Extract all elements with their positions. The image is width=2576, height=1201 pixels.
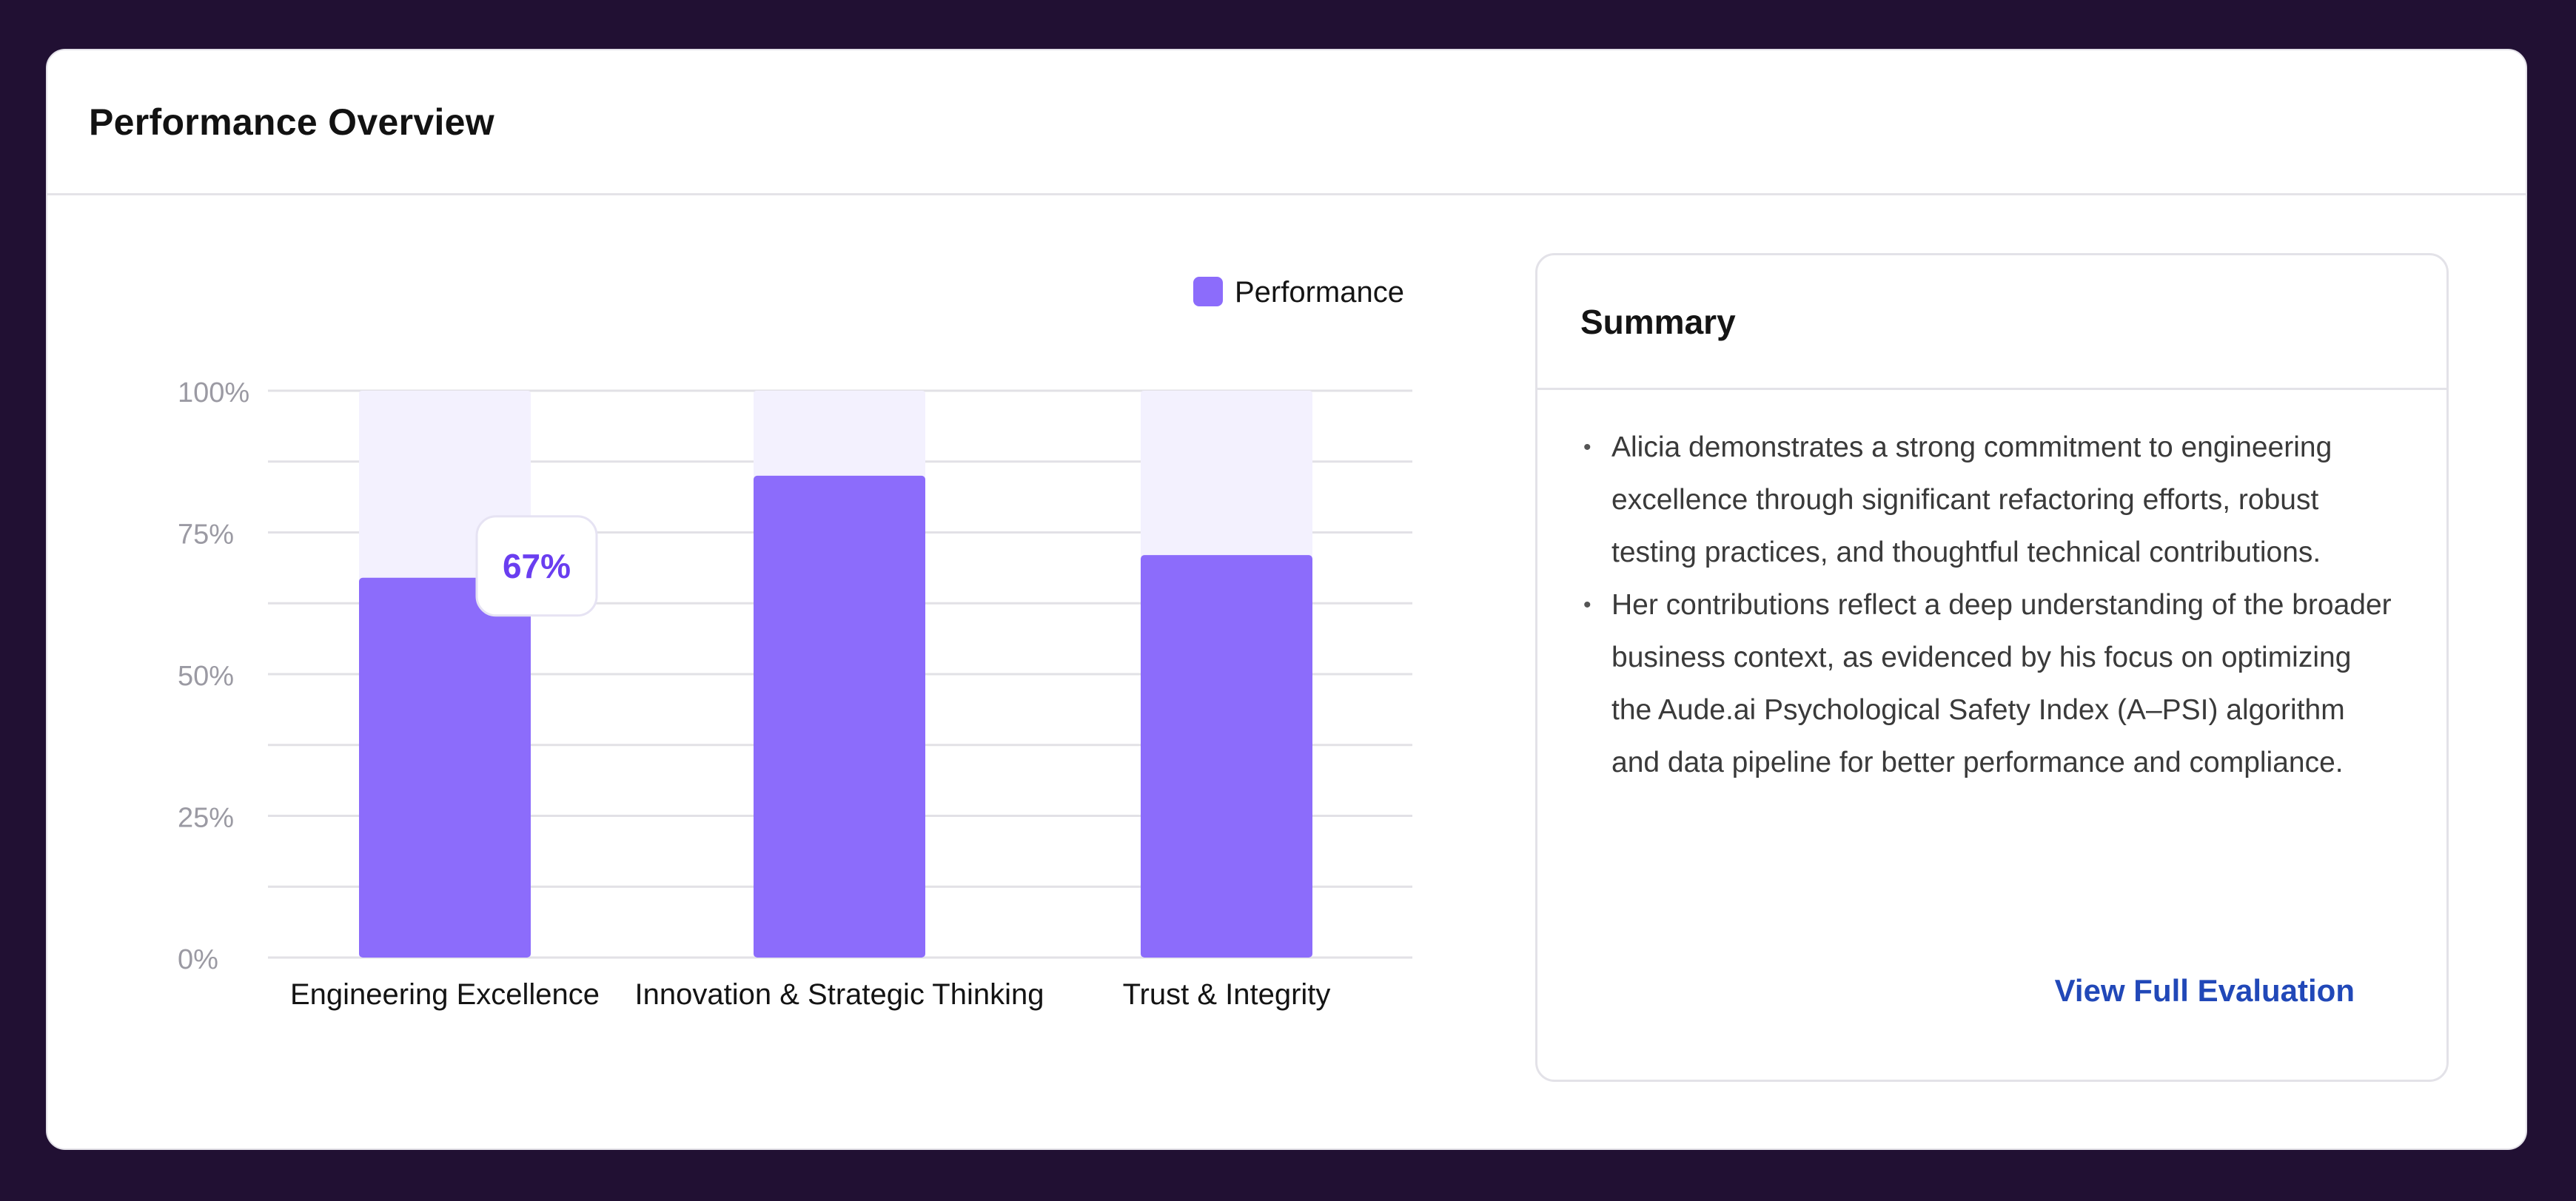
summary-title: Summary (1580, 302, 1736, 341)
summary-item: • Alicia demonstrates a strong commitmen… (1580, 421, 2395, 579)
x-tick-label: Innovation & Strategic Thinking (635, 978, 1044, 1011)
x-tick-label: Trust & Integrity (1123, 978, 1331, 1011)
tooltip-value: 67% (503, 547, 571, 585)
x-tick-label: Engineering Excellence (290, 978, 600, 1011)
bar[interactable] (754, 475, 925, 958)
summary-list: • Alicia demonstrates a strong commitmen… (1537, 390, 2446, 789)
bullet-icon: • (1583, 435, 1591, 460)
y-tick-label: 100% (178, 377, 249, 408)
summary-item-text: Alicia demonstrates a strong commitment … (1611, 431, 2332, 568)
card-header: Performance Overview (47, 50, 2526, 195)
y-tick-label: 75% (178, 519, 234, 551)
bullet-icon: • (1583, 593, 1591, 617)
view-full-evaluation-link[interactable]: View Full Evaluation (2054, 973, 2355, 1008)
y-tick-label: 50% (178, 661, 234, 692)
summary-item-text: Her contributions reflect a deep underst… (1611, 589, 2392, 778)
performance-card: Performance Overview 100% 75% 50% 25% 0% Engi… (46, 49, 2527, 1150)
bar[interactable] (359, 577, 531, 958)
y-tick-label: 0% (178, 944, 218, 975)
legend-swatch (1193, 277, 1223, 306)
summary-item: • Her contributions reflect a deep under… (1580, 579, 2395, 789)
page-title: Performance Overview (89, 101, 494, 143)
bar-chart-svg: 100% 75% 50% 25% 0% Engineering Excellence Inn… (178, 276, 1412, 1011)
summary-header: Summary (1537, 255, 2446, 390)
bar[interactable] (1141, 555, 1312, 958)
legend-label: Performance (1235, 276, 1404, 309)
tooltip-box (475, 515, 598, 617)
summary-panel: Summary • Alicia demonstrates a strong c… (1535, 253, 2449, 1082)
y-tick-label: 25% (178, 803, 234, 834)
